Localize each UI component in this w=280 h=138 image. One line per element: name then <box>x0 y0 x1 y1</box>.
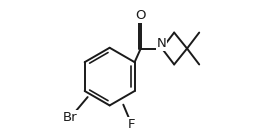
Text: O: O <box>136 9 146 22</box>
Text: N: N <box>156 37 166 51</box>
Text: Br: Br <box>63 111 78 124</box>
Text: F: F <box>128 118 136 131</box>
